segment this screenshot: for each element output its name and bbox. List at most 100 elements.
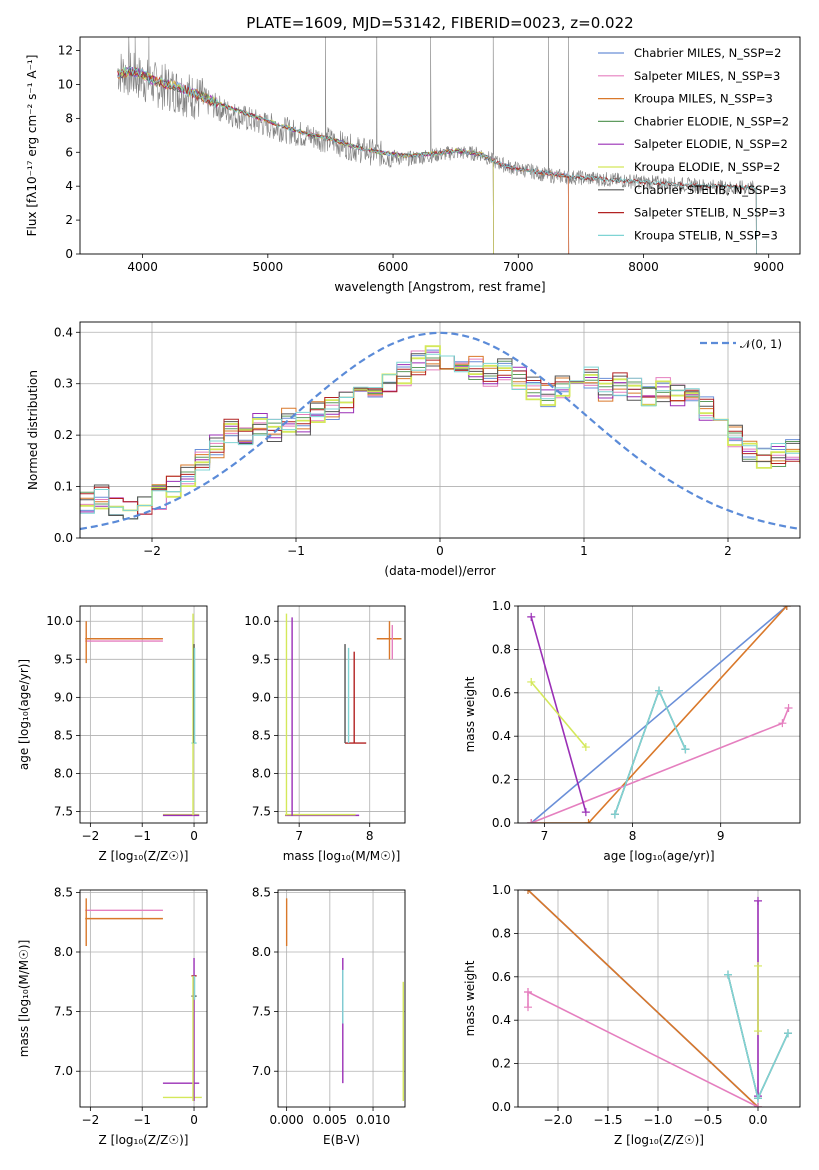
- x-tick-label: −1: [133, 829, 151, 843]
- model-spectrum-line: [117, 66, 494, 254]
- plot-area: [117, 37, 757, 254]
- plot-area: [285, 613, 402, 817]
- series-line: [531, 606, 788, 823]
- axes-frame: [517, 889, 801, 1108]
- y-tick-label: 0.0: [492, 1100, 511, 1114]
- data-point-marker: [584, 819, 593, 823]
- histogram-series: [80, 353, 800, 520]
- data-point-marker: [524, 890, 532, 894]
- y-tick-label: 0.4: [492, 729, 511, 743]
- y-axis-label: age [log₁₀(age/yr)]: [17, 659, 31, 770]
- model-spectrum-line: [117, 67, 570, 254]
- y-tick-label: 10: [58, 77, 73, 91]
- histogram-series: [80, 351, 800, 515]
- axes-frame: [277, 889, 406, 1108]
- x-tick-label: −2: [143, 544, 161, 558]
- axes-frame: [79, 605, 208, 824]
- y-axis-label: mass weight: [463, 676, 477, 752]
- x-tick-label: 0.0: [748, 1113, 767, 1127]
- axes: −2 −1 0 7.0 7.5 8.0 8.5 Z [log₁₀(Z/Z☉)] mass [lo…: [17, 885, 208, 1147]
- y-tick-label: 0.4: [492, 1013, 511, 1027]
- x-tick-label: 0.005: [313, 1113, 347, 1127]
- y-tick-label: 0.4: [54, 325, 73, 339]
- histogram-series: [80, 353, 800, 514]
- y-axis-label: mass weight: [463, 960, 477, 1036]
- y-tick-label: 8: [65, 111, 73, 125]
- axes-frame: [79, 36, 801, 255]
- axes: 0.000 0.005 0.010 7.0 7.5 8.0 8.5 E(B-V): [252, 885, 406, 1147]
- y-tick-label: 0.2: [492, 1057, 511, 1071]
- histogram-series: [80, 345, 800, 512]
- data-point-marker: [724, 970, 732, 979]
- x-tick-label: 1: [580, 544, 588, 558]
- x-tick-label: 0: [436, 544, 444, 558]
- legend-entry: Kroupa STELIB, N_SSP=3: [634, 228, 778, 242]
- plot-area: [85, 898, 202, 1102]
- legend-entry: Salpeter ELODIE, N_SSP=2: [634, 137, 788, 151]
- model-spectrum-line: [117, 67, 494, 254]
- y-tick-label: 9.0: [54, 690, 73, 704]
- y-tick-label: 9.0: [252, 690, 271, 704]
- model-spectrum-line: [117, 67, 570, 254]
- x-tick-label: 8: [366, 829, 374, 843]
- y-tick-label: 9.5: [54, 652, 73, 666]
- age-vs-mass-panel: 7 8 7.5 8.0 8.5 9.0 9.5 10.0 mass [log₁₀(M/M☉)]: [244, 605, 406, 863]
- histogram-series: [80, 355, 800, 511]
- grid-lines: [80, 606, 207, 823]
- legend-entry: Chabrier MILES, N_SSP=2: [634, 46, 781, 60]
- x-tick-label: −0.5: [693, 1113, 722, 1127]
- legend-entry: Chabrier ELODIE, N_SSP=2: [634, 114, 789, 128]
- y-tick-label: 10.0: [46, 614, 73, 628]
- y-tick-label: 8.0: [54, 945, 73, 959]
- data-point-marker: [655, 686, 663, 695]
- y-tick-label: 12: [58, 44, 73, 58]
- plot-area: [285, 898, 404, 1102]
- legend-entry: Kroupa ELODIE, N_SSP=2: [634, 160, 780, 174]
- y-tick-label: 9.5: [252, 652, 271, 666]
- x-tick-label: −2: [82, 1113, 100, 1127]
- axes: −2 −1 0 1 2 0.0 0.1 0.2 0.3 0.4 (data-model)/error…: [26, 321, 801, 578]
- axes: 7 8 7.5 8.0 8.5 9.0 9.5 10.0 mass [log₁₀(M/M☉)]: [244, 605, 406, 863]
- axes-frame: [277, 605, 406, 824]
- data-point-marker: [754, 961, 762, 970]
- mass-vs-metallicity-panel: −2 −1 0 7.0 7.5 8.0 8.5 Z [log₁₀(Z/Z☉)] mass [lo…: [17, 885, 208, 1147]
- x-tick-label: −1.0: [643, 1113, 672, 1127]
- y-tick-label: 8.0: [54, 767, 73, 781]
- data-point-marker: [754, 1094, 762, 1103]
- x-axis-label: Z [log₁₀(Z/Z☉)]: [99, 849, 189, 863]
- y-tick-label: 8.5: [54, 728, 73, 742]
- y-tick-label: 0.0: [492, 816, 511, 830]
- x-tick-label: 2: [724, 544, 732, 558]
- legend: Chabrier MILES, N_SSP=2 Salpeter MILES, N…: [598, 46, 789, 242]
- mass-vs-ebv-panel: 0.000 0.005 0.010 7.0 7.5 8.0 8.5 E(B-V): [252, 885, 406, 1147]
- x-tick-label: 7: [541, 829, 549, 843]
- y-tick-label: 2: [65, 213, 73, 227]
- data-point-marker: [754, 1103, 762, 1107]
- y-tick-label: 0.1: [54, 480, 73, 494]
- x-axis-label: wavelength [Angstrom, rest frame]: [334, 280, 545, 294]
- plot-area: [85, 613, 200, 817]
- y-axis-label: Normed distribution: [26, 370, 40, 490]
- y-tick-label: 7.5: [252, 1005, 271, 1019]
- series-line: [527, 890, 759, 1107]
- massweight-vs-metallicity-panel: −2.0 −1.5 −1.0 −0.5 0.0 0.0 0.2 0.4 0.6 0.8 1.0 Z […: [463, 883, 801, 1147]
- axes: −2.0 −1.5 −1.0 −0.5 0.0 0.0 0.2 0.4 0.6 0.8 1.0 Z […: [463, 883, 801, 1147]
- x-tick-label: 4000: [127, 260, 158, 274]
- series-line: [530, 606, 788, 823]
- grid-lines: [80, 890, 207, 1107]
- x-tick-label: −1: [287, 544, 305, 558]
- plot-area: [527, 606, 793, 823]
- x-tick-label: 0: [190, 829, 198, 843]
- y-tick-label: 8.0: [252, 767, 271, 781]
- y-tick-label: 8.5: [252, 728, 271, 742]
- x-tick-label: 0: [190, 1113, 198, 1127]
- data-point-marker: [581, 808, 590, 817]
- axes: 7 8 9 0.0 0.2 0.4 0.6 0.8 1.0 age [log₁₀(age/yr)]…: [463, 599, 801, 863]
- legend-entry: Kroupa MILES, N_SSP=3: [634, 92, 773, 106]
- y-axis-label: mass [log₁₀(M/M☉)]: [17, 940, 31, 1058]
- y-tick-label: 4: [65, 179, 73, 193]
- x-tick-label: 5000: [253, 260, 284, 274]
- x-tick-label: −1: [133, 1113, 151, 1127]
- data-point-marker: [524, 1003, 532, 1012]
- x-axis-label: mass [log₁₀(M/M☉)]: [283, 849, 401, 863]
